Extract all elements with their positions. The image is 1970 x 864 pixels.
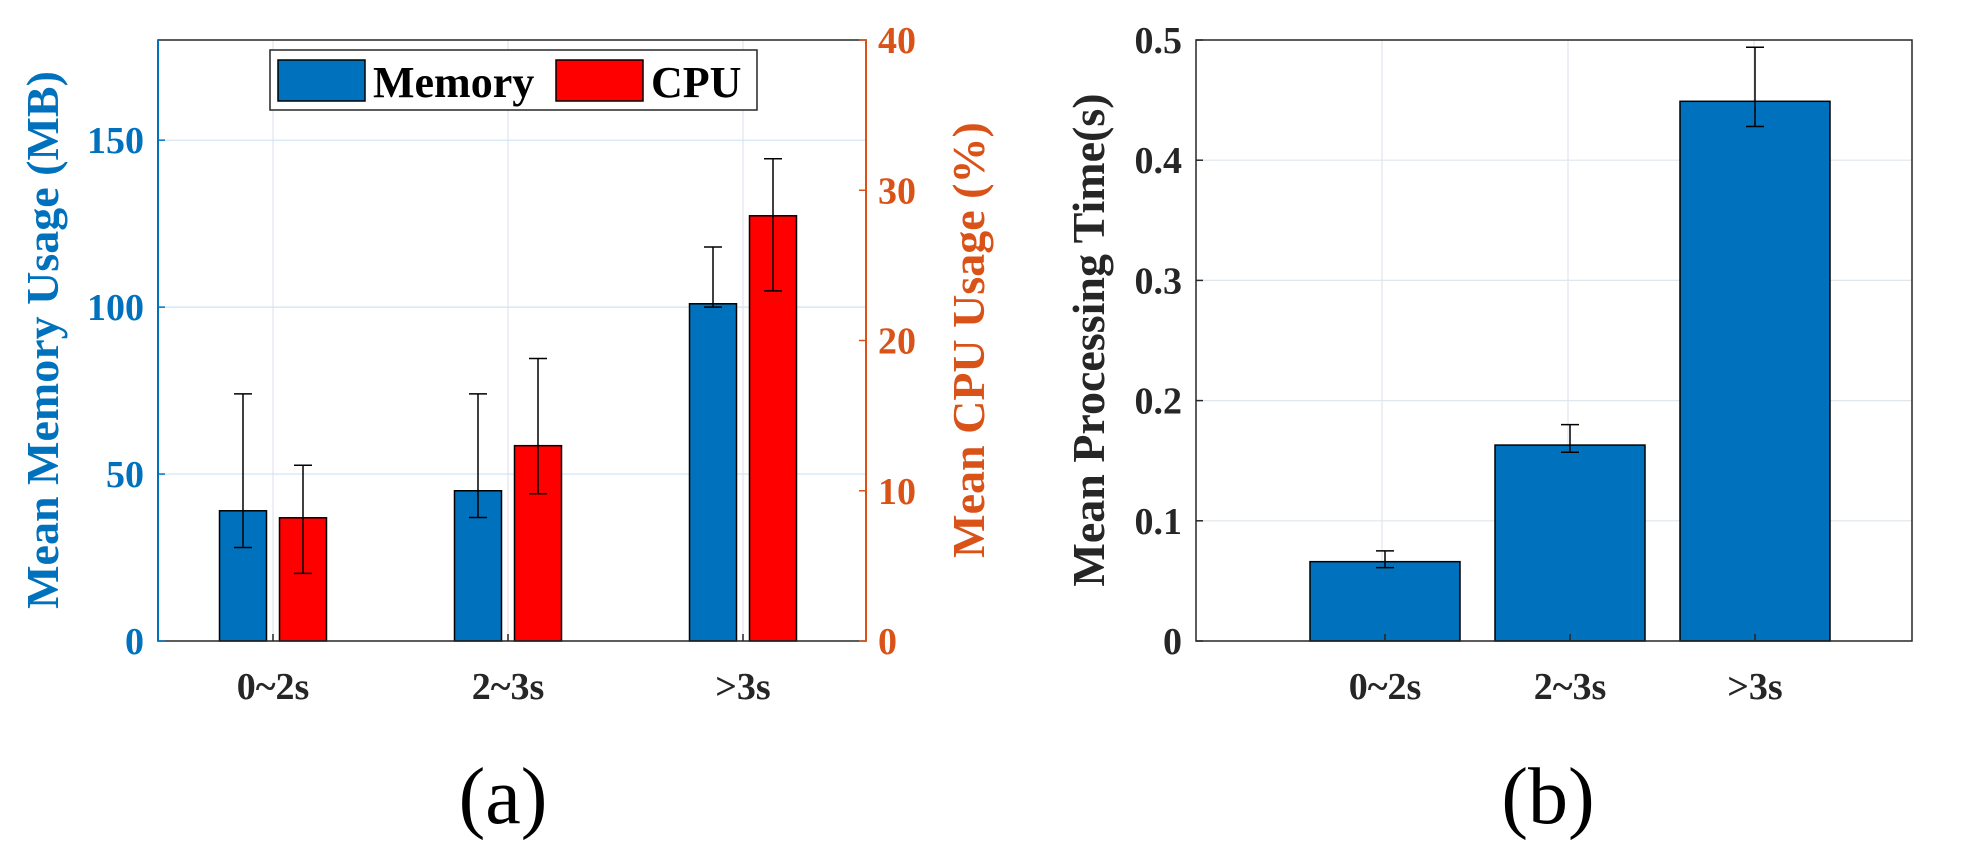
cpu-error-bar-0 [294,464,312,575]
panel-b-ytick-label-4: 0.4 [1135,140,1183,182]
processing-time-bar-1 [1494,444,1646,642]
panel-a-ytick-right-label-1: 10 [878,471,916,513]
panel-a-error-bars [234,157,782,575]
panel-a-ytick-left-label-1: 50 [106,454,144,496]
panel-a-ytick-right-label-0: 0 [878,621,897,663]
panel-b-ytick-label-0: 0 [1163,621,1182,663]
memory-bar-2 [688,303,738,642]
memory-error-bar-2 [704,246,722,308]
legend-cpu-swatch [555,59,644,102]
cpu-error-bar-1 [529,357,547,495]
panel-b-chart: 0~2s 2~3s >3s 0 0.1 0.2 0.3 0.4 0.5 Mean Process… [1063,20,1913,841]
panel-a-ylabel-right: Mean CPU Usage (%) [943,122,994,558]
panel-b-label: (b) [1501,753,1594,841]
panel-a-ylabel-left: Mean Memory Usage (MB) [17,71,68,609]
panel-a-ytick-left-label-2: 100 [87,287,144,329]
memory-error-bar-0 [234,393,252,549]
processing-time-bar-2 [1679,100,1831,642]
panel-b-ytick-label-3: 0.3 [1135,260,1183,302]
legend-memory-swatch [277,59,366,102]
panel-a-legend: Memory CPU [269,49,758,111]
memory-error-bar-1 [469,393,487,519]
panel-b-ticks: 0~2s 2~3s >3s 0 0.1 0.2 0.3 0.4 0.5 [1135,20,1783,708]
panel-b-ytick-label-5: 0.5 [1135,20,1183,62]
panel-a-xtick-label-2: >3s [715,666,770,708]
legend-cpu-label: CPU [651,58,741,107]
panel-b-ylabel: Mean Processing Time(s) [1063,93,1114,586]
processing-time-error-bar-2 [1746,46,1764,128]
panel-b-plot-frame [1195,39,1913,642]
panel-a-xtick-label-1: 2~3s [472,666,545,708]
panel-b-ytick-label-1: 0.1 [1135,501,1183,543]
panel-a-ticks: 0~2s 2~3s >3s 0 50 100 150 0 10 20 30 40 [87,20,916,708]
panel-a-chart: 0~2s 2~3s >3s 0 50 100 150 0 10 20 30 40 Memory CPU… [17,20,994,841]
panel-b-ytick-label-2: 0.2 [1135,381,1183,423]
processing-time-error-bar-0 [1376,550,1394,569]
legend-memory-label: Memory [373,58,534,107]
panel-a-xtick-label-0: 0~2s [237,666,310,708]
panel-b-xtick-label-1: 2~3s [1534,666,1607,708]
panel-a-ytick-right-label-4: 40 [878,20,916,62]
panel-a-ytick-left-label-3: 150 [87,120,144,162]
panel-b-xtick-label-2: >3s [1727,666,1782,708]
panel-a-ytick-right-label-3: 30 [878,170,916,212]
panel-b-xtick-label-0: 0~2s [1349,666,1422,708]
processing-time-bar-0 [1309,560,1461,642]
panel-b-bars [1309,100,1831,642]
panel-a-ytick-right-label-2: 20 [878,321,916,363]
panel-b-error-bars [1376,46,1764,569]
processing-time-error-bar-1 [1561,423,1579,454]
panel-a-ytick-left-label-0: 0 [125,621,144,663]
cpu-error-bar-2 [764,157,782,292]
panel-a-grid [158,40,866,641]
panel-a-label: (a) [459,753,548,841]
